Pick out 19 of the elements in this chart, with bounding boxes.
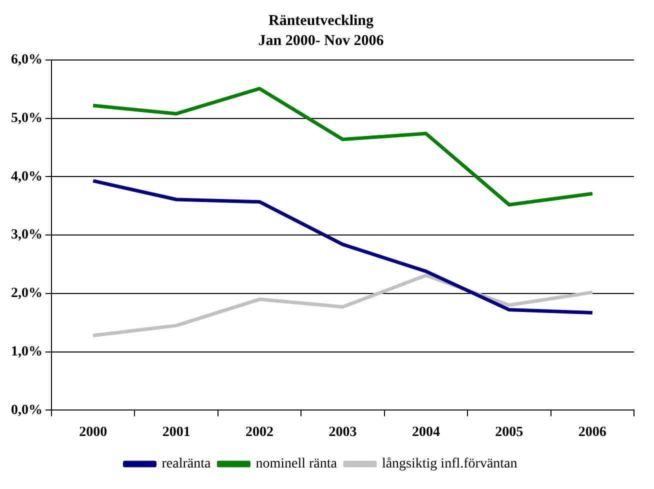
y-tick-label: 6,0%: [11, 52, 42, 68]
y-tick-label: 0,0%: [11, 402, 42, 418]
x-tick-label: 2002: [246, 425, 274, 440]
x-tick-label: 2005: [495, 425, 524, 440]
x-tick-label: 2001: [162, 425, 190, 440]
legend-label: realränta: [162, 456, 212, 472]
y-tick-label: 1,0%: [11, 344, 42, 360]
chart-title: Ränteutveckling: [268, 12, 374, 29]
y-tick-label: 5,0%: [11, 110, 42, 126]
y-tick-label: 3,0%: [11, 228, 42, 243]
legend-label: långsiktig infl.förväntan: [382, 456, 518, 472]
x-tick-label: 2003: [328, 425, 357, 440]
y-tick-label: 4,0%: [11, 169, 42, 184]
x-tick-label: 2006: [578, 425, 606, 440]
y-tick-label: 2,0%: [11, 286, 42, 302]
x-tick-label: 2000: [79, 425, 108, 440]
chart-subtitle: Jan 2000- Nov 2006: [258, 32, 384, 49]
x-tick-label: 2004: [412, 425, 440, 440]
legend-label: nominell ränta: [256, 456, 338, 472]
